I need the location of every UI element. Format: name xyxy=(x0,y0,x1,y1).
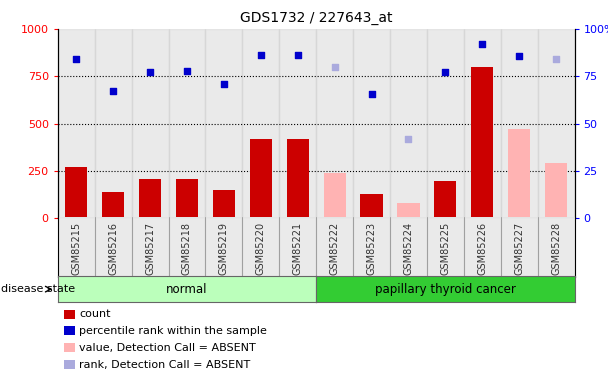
Bar xyxy=(464,217,501,277)
Text: GSM85216: GSM85216 xyxy=(108,222,118,275)
Text: GSM85227: GSM85227 xyxy=(514,222,524,276)
Point xyxy=(551,56,561,62)
Bar xyxy=(390,29,427,218)
Bar xyxy=(316,217,353,277)
Text: GSM85224: GSM85224 xyxy=(404,222,413,275)
Bar xyxy=(206,217,243,277)
Bar xyxy=(427,29,464,218)
Bar xyxy=(102,192,124,218)
Point xyxy=(145,69,155,75)
Text: GSM85225: GSM85225 xyxy=(440,222,451,276)
Bar xyxy=(168,217,206,277)
Bar xyxy=(501,29,537,218)
Bar xyxy=(353,29,390,218)
Bar xyxy=(323,173,346,218)
Bar xyxy=(176,179,198,218)
Bar xyxy=(243,217,279,277)
Bar xyxy=(286,139,309,218)
Bar xyxy=(537,217,575,277)
Bar xyxy=(464,29,501,218)
Bar xyxy=(316,29,353,218)
Text: GSM85228: GSM85228 xyxy=(551,222,561,275)
Bar xyxy=(58,217,95,277)
Text: value, Detection Call = ABSENT: value, Detection Call = ABSENT xyxy=(79,343,256,353)
Bar xyxy=(279,29,316,218)
Text: GSM85221: GSM85221 xyxy=(292,222,303,275)
Bar xyxy=(537,29,575,218)
Bar xyxy=(131,29,168,218)
Text: GSM85219: GSM85219 xyxy=(219,222,229,275)
Text: count: count xyxy=(79,309,111,319)
Text: GSM85217: GSM85217 xyxy=(145,222,155,275)
Bar xyxy=(427,217,464,277)
Bar xyxy=(279,217,316,277)
Bar xyxy=(250,139,272,218)
Bar xyxy=(390,217,427,277)
Point xyxy=(514,53,524,59)
Point xyxy=(182,69,192,75)
Bar xyxy=(213,190,235,218)
Point xyxy=(330,64,339,70)
Text: GSM85218: GSM85218 xyxy=(182,222,192,275)
Point xyxy=(256,53,266,58)
Bar xyxy=(168,29,206,218)
Point xyxy=(477,41,487,47)
Text: GSM85226: GSM85226 xyxy=(477,222,487,275)
Point xyxy=(108,88,118,94)
Text: disease state: disease state xyxy=(1,284,75,294)
Text: GSM85215: GSM85215 xyxy=(71,222,81,275)
Bar xyxy=(95,29,131,218)
Text: GSM85222: GSM85222 xyxy=(330,222,340,276)
Bar xyxy=(243,29,279,218)
Bar xyxy=(361,194,382,218)
Title: GDS1732 / 227643_at: GDS1732 / 227643_at xyxy=(240,11,392,25)
Bar xyxy=(95,217,131,277)
Point xyxy=(219,81,229,87)
Text: GSM85223: GSM85223 xyxy=(367,222,376,275)
Point xyxy=(71,56,81,62)
Bar xyxy=(545,164,567,218)
Text: rank, Detection Call = ABSENT: rank, Detection Call = ABSENT xyxy=(79,360,250,370)
Text: GSM85220: GSM85220 xyxy=(256,222,266,275)
Bar xyxy=(434,182,457,218)
Bar xyxy=(471,67,493,218)
Text: percentile rank within the sample: percentile rank within the sample xyxy=(79,326,267,336)
Bar xyxy=(353,217,390,277)
Bar xyxy=(508,129,530,218)
Text: normal: normal xyxy=(166,283,208,296)
Bar xyxy=(206,29,243,218)
Bar xyxy=(65,167,88,218)
Point xyxy=(404,136,413,142)
Point xyxy=(440,69,450,75)
Bar xyxy=(501,217,537,277)
Point xyxy=(367,91,376,97)
Bar xyxy=(139,179,161,218)
Point xyxy=(293,53,303,58)
Text: papillary thyroid cancer: papillary thyroid cancer xyxy=(375,283,516,296)
Bar xyxy=(58,29,95,218)
Bar xyxy=(398,203,420,218)
Bar xyxy=(131,217,168,277)
